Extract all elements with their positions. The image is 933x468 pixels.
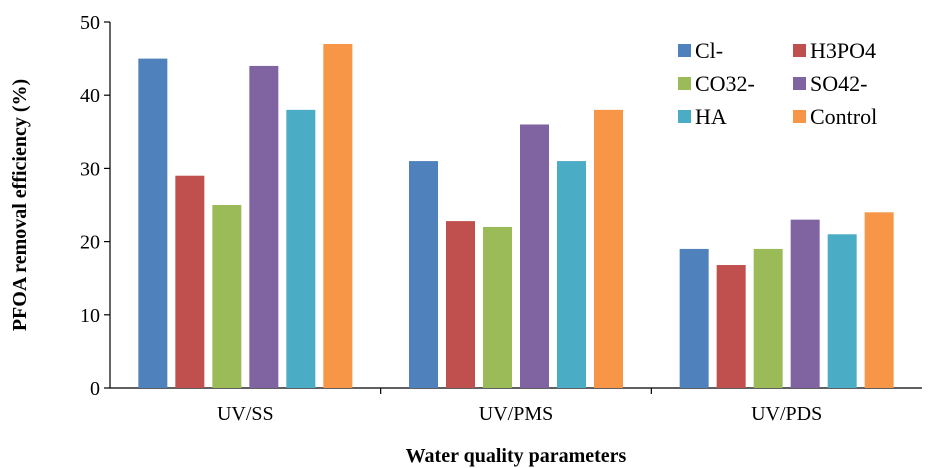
y-tick-label: 50	[80, 12, 100, 34]
y-tick-label: 30	[80, 158, 100, 180]
legend-label: CO32-	[695, 71, 755, 96]
bar	[864, 212, 894, 388]
bar	[212, 205, 242, 388]
legend-label: SO42-	[810, 71, 867, 96]
legend-swatch	[793, 110, 806, 123]
bar	[286, 109, 316, 388]
legend-label: HA	[695, 104, 727, 129]
x-tick-label: UV/PMS	[479, 403, 553, 425]
bar	[716, 265, 746, 388]
legend-swatch	[793, 77, 806, 90]
x-axis-title: Water quality parameters	[406, 445, 627, 467]
legend-swatch	[678, 44, 691, 57]
bar	[249, 65, 279, 389]
bar	[323, 43, 353, 389]
y-tick-label: 20	[80, 232, 100, 254]
bar	[446, 221, 475, 388]
bar	[138, 58, 168, 388]
y-tick-label: 40	[80, 85, 100, 107]
y-axis-title: PFOA removal efficiency (%)	[9, 79, 31, 331]
bar	[409, 161, 438, 388]
bar	[790, 219, 820, 388]
legend: Cl- H3PO4 CO32- SO42- HA Control	[678, 38, 877, 129]
legend-label: H3PO4	[810, 38, 876, 63]
y-tick-label: 0	[90, 378, 100, 400]
bar	[753, 248, 783, 388]
x-tick-label: UV/PDS	[751, 403, 822, 425]
bar	[483, 226, 512, 388]
legend-swatch	[678, 110, 691, 123]
bar	[175, 175, 205, 388]
bar	[679, 248, 709, 388]
bar	[594, 109, 623, 388]
y-tick-label: 10	[80, 305, 100, 327]
legend-label: Control	[810, 104, 877, 129]
plot-area: 0 10 20 30 40 50 UV/SS UV/PMS UV/PDS	[80, 12, 922, 425]
bar	[520, 124, 549, 388]
bar	[827, 234, 857, 388]
bar	[557, 161, 586, 388]
legend-label: Cl-	[695, 38, 723, 63]
legend-swatch	[678, 77, 691, 90]
x-tick-label: UV/SS	[217, 403, 274, 425]
legend-swatch	[793, 44, 806, 57]
